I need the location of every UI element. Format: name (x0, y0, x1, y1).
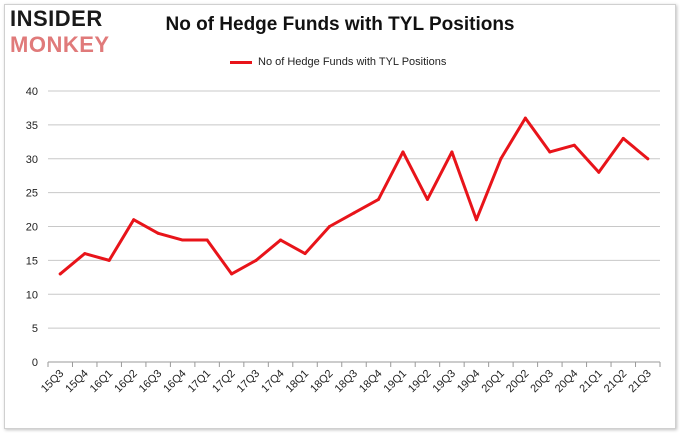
x-tick-label: 16Q4 (161, 368, 189, 396)
x-tick-label: 19Q3 (431, 368, 459, 396)
data-point (181, 239, 184, 242)
y-tick-label: 10 (26, 289, 38, 301)
data-point (646, 157, 649, 160)
data-point (548, 150, 551, 153)
data-point (279, 239, 282, 242)
data-point (353, 211, 356, 214)
x-tick-label: 19Q2 (406, 368, 434, 396)
x-tick-label: 16Q2 (112, 368, 140, 396)
x-tick-label: 20Q4 (553, 368, 581, 396)
data-point (499, 157, 502, 160)
y-tick-label: 5 (32, 323, 38, 335)
x-tick-label: 16Q3 (137, 368, 165, 396)
y-tick-label: 30 (26, 154, 38, 166)
x-tick-label: 20Q1 (479, 368, 507, 396)
x-tick-label: 21Q2 (602, 368, 630, 396)
data-point (622, 137, 625, 140)
data-point (475, 218, 478, 221)
x-tick-label: 17Q3 (235, 368, 263, 396)
data-point (255, 259, 258, 262)
x-tick-label: 16Q1 (88, 368, 116, 396)
x-tick-label: 17Q4 (259, 368, 287, 396)
y-tick-label: 0 (32, 357, 38, 369)
x-tick-label: 18Q1 (284, 368, 312, 396)
data-point (206, 239, 209, 242)
x-tick-label: 15Q4 (63, 368, 91, 396)
x-tick-label: 20Q2 (504, 368, 532, 396)
y-tick-label: 15 (26, 255, 38, 267)
data-point (426, 198, 429, 201)
x-tick-label: 19Q1 (382, 368, 410, 396)
x-tick-label: 15Q3 (39, 368, 67, 396)
x-tick-label: 17Q1 (186, 368, 214, 396)
data-point (83, 252, 86, 255)
x-tick-label: 18Q4 (357, 368, 385, 396)
y-tick-label: 20 (26, 222, 38, 234)
data-point (377, 198, 380, 201)
y-tick-label: 25 (26, 188, 38, 200)
x-tick-label: 21Q1 (577, 368, 605, 396)
data-point (108, 259, 111, 262)
data-point (304, 252, 307, 255)
y-tick-label: 40 (26, 86, 38, 98)
data-point (573, 144, 576, 147)
data-point (450, 150, 453, 153)
y-tick-label: 35 (26, 120, 38, 132)
data-point (132, 218, 135, 221)
data-point (524, 117, 527, 120)
data-point (401, 150, 404, 153)
x-tick-label: 20Q3 (528, 368, 556, 396)
x-tick-label: 18Q3 (333, 368, 361, 396)
data-point (230, 272, 233, 275)
data-point (328, 225, 331, 228)
x-tick-label: 18Q2 (308, 368, 336, 396)
data-point (597, 171, 600, 174)
x-tick-label: 19Q4 (455, 368, 483, 396)
data-point (59, 272, 62, 275)
data-point (157, 232, 160, 235)
x-tick-label: 17Q2 (210, 368, 238, 396)
x-tick-label: 21Q3 (626, 368, 654, 396)
series-line (60, 118, 648, 274)
